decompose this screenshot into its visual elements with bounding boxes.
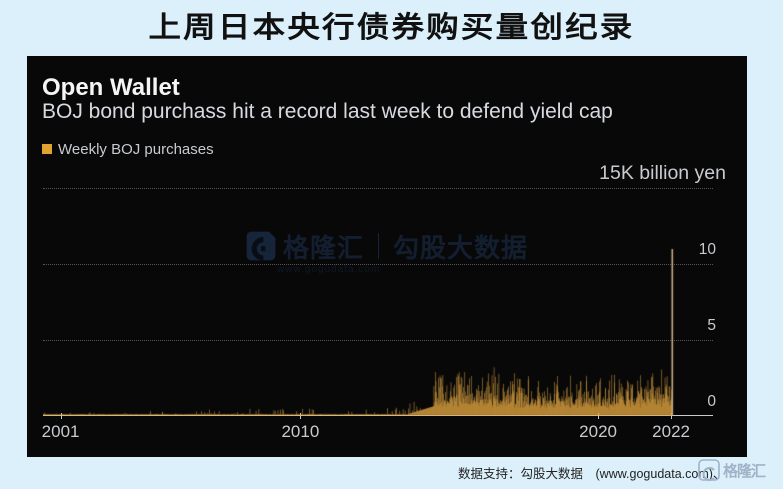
svg-text:格隆汇: 格隆汇 [723, 462, 766, 480]
